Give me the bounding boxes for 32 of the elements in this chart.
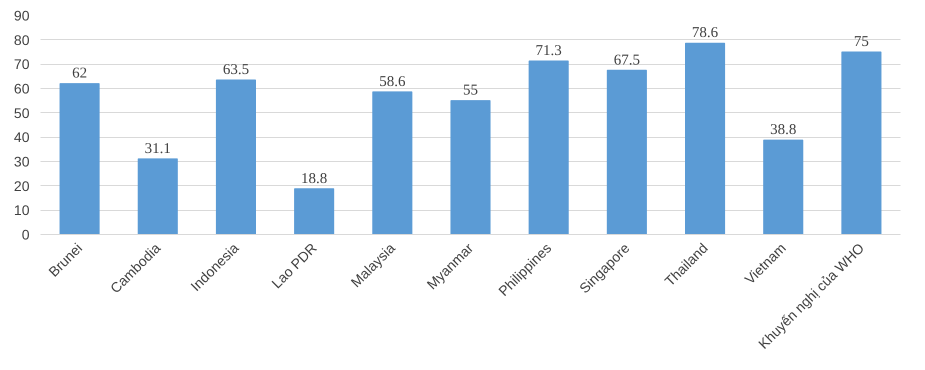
data-label: 71.3 [536,43,562,60]
data-label: 78.6 [692,25,719,42]
y-tick-label: 40 [14,129,30,146]
bar [606,70,647,234]
bar [450,100,491,234]
y-tick-label: 20 [14,178,30,194]
bar [216,79,256,234]
data-label: 38.8 [770,122,796,138]
data-label: 18.8 [301,170,328,187]
bar [138,158,178,234]
data-label: 75 [854,34,869,50]
y-tick-label: 10 [14,202,30,218]
data-label: 67.5 [614,52,640,68]
bar [372,91,412,234]
y-tick-label: 60 [14,80,30,96]
data-label: 58.6 [379,74,406,90]
y-tick-label: 30 [14,154,30,170]
bar [685,42,726,234]
y-tick-label: 50 [14,104,30,121]
bar [841,52,882,234]
y-tick-label: 70 [14,56,30,72]
y-tick-label: 80 [14,32,30,48]
bar [763,140,804,234]
bar [294,188,334,234]
data-label: 31.1 [144,140,171,157]
y-tick-label: 90 [14,8,30,24]
data-label: 63.5 [222,62,250,78]
bar [60,83,100,234]
y-tick-label: 0 [22,226,30,242]
data-label: 55 [463,82,478,99]
bar [528,60,569,234]
data-label: 62 [72,66,88,82]
